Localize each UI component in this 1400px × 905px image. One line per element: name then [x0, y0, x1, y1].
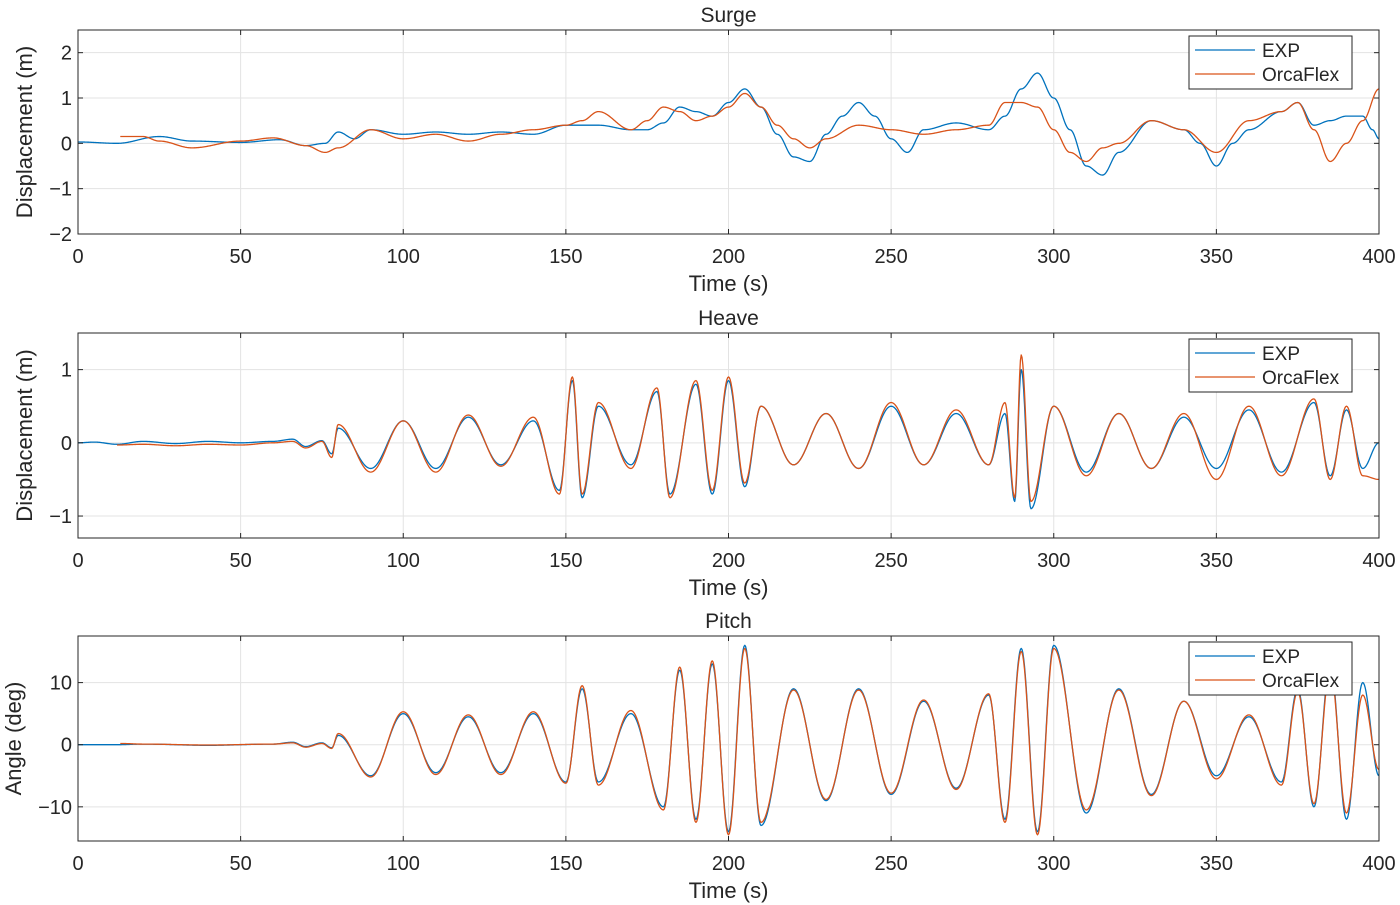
y-tick-label: 0 [61, 735, 72, 757]
x-tick-label: 150 [549, 550, 582, 572]
x-tick-label: 0 [72, 246, 83, 268]
y-tick-label: 0 [61, 133, 72, 155]
y-axis-label: Displacement (m) [12, 349, 37, 521]
chart-title: Pitch [705, 610, 752, 633]
y-axis-label: Displacement (m) [12, 46, 37, 218]
x-tick-label: 200 [712, 246, 745, 268]
series-group [78, 354, 1379, 510]
series-line-orcaflex [120, 647, 1379, 836]
legend-label-orcaflex: OrcaFlex [1262, 671, 1340, 692]
x-tick-label: 300 [1037, 550, 1070, 572]
subplot-pitch: 0 50 100 150 200 250 300 350 400100−10PitchTime … [1, 610, 1396, 903]
x-tick-label: 350 [1200, 853, 1233, 875]
x-tick-label: 100 [387, 246, 420, 268]
x-tick-label: 50 [230, 246, 252, 268]
subplot-surge: 0 50 100 150 200 250 300 350 400 2 1 0 −1 −2 Surge Time… [12, 4, 1396, 296]
chart-title: Heave [698, 307, 759, 330]
x-axis-label: Time (s) [689, 878, 769, 903]
x-tick-label: 0 [72, 853, 83, 875]
series-group [78, 72, 1379, 176]
x-tick-label: 100 [387, 853, 420, 875]
series-line-orcaflex [117, 354, 1379, 503]
legend-box [1188, 35, 1353, 90]
x-tick-label: 50 [230, 550, 252, 572]
x-tick-label: 300 [1037, 853, 1070, 875]
x-tick-label: 200 [712, 550, 745, 572]
x-tick-label: 100 [387, 550, 420, 572]
y-tick-label: 10 [50, 673, 72, 695]
x-tick-label: 350 [1200, 550, 1233, 572]
x-tick-label: 400 [1362, 853, 1395, 875]
x-tick-label: 250 [874, 853, 907, 875]
legend: EXP OrcaFlex [1188, 338, 1353, 393]
y-tick-label: 2 [61, 43, 72, 65]
x-tick-label: 350 [1200, 246, 1233, 268]
legend-label-exp: EXP [1262, 647, 1300, 668]
grid [77, 636, 1380, 841]
x-tick-label: 200 [712, 853, 745, 875]
x-tick-label: 300 [1037, 246, 1070, 268]
y-tick-label: 1 [61, 88, 72, 110]
legend: EXP OrcaFlex [1188, 641, 1353, 696]
x-tick-label: 50 [230, 853, 252, 875]
x-tick-label: 150 [549, 246, 582, 268]
y-tick-label: 0 [61, 433, 72, 455]
x-tick-label: 150 [549, 853, 582, 875]
x-tick-label: 400 [1362, 246, 1395, 268]
y-tick-label: 1 [61, 360, 72, 382]
legend-label-exp: EXP [1262, 41, 1300, 62]
x-axis-label: Time (s) [689, 575, 769, 600]
legend-box [1188, 641, 1353, 696]
legend-box [1188, 338, 1353, 393]
x-tick-label: 250 [874, 550, 907, 572]
y-tick-label: −1 [49, 179, 72, 201]
x-axis-label: Time (s) [689, 271, 769, 296]
legend-label-orcaflex: OrcaFlex [1262, 65, 1340, 86]
chart-title: Surge [700, 4, 756, 27]
legend-label-orcaflex: OrcaFlex [1262, 368, 1340, 389]
y-axis-label: Angle (deg) [1, 682, 26, 796]
y-tick-label: −10 [38, 797, 72, 819]
x-tick-label: 400 [1362, 550, 1395, 572]
y-tick-label: −2 [49, 224, 72, 246]
y-tick-label: −1 [49, 506, 72, 528]
legend-label-exp: EXP [1262, 344, 1300, 365]
series-group [78, 644, 1379, 836]
x-tick-label: 0 [72, 550, 83, 572]
series-line-orcaflex [120, 88, 1379, 163]
legend: EXP OrcaFlex [1188, 35, 1353, 90]
x-tick-label: 250 [874, 246, 907, 268]
